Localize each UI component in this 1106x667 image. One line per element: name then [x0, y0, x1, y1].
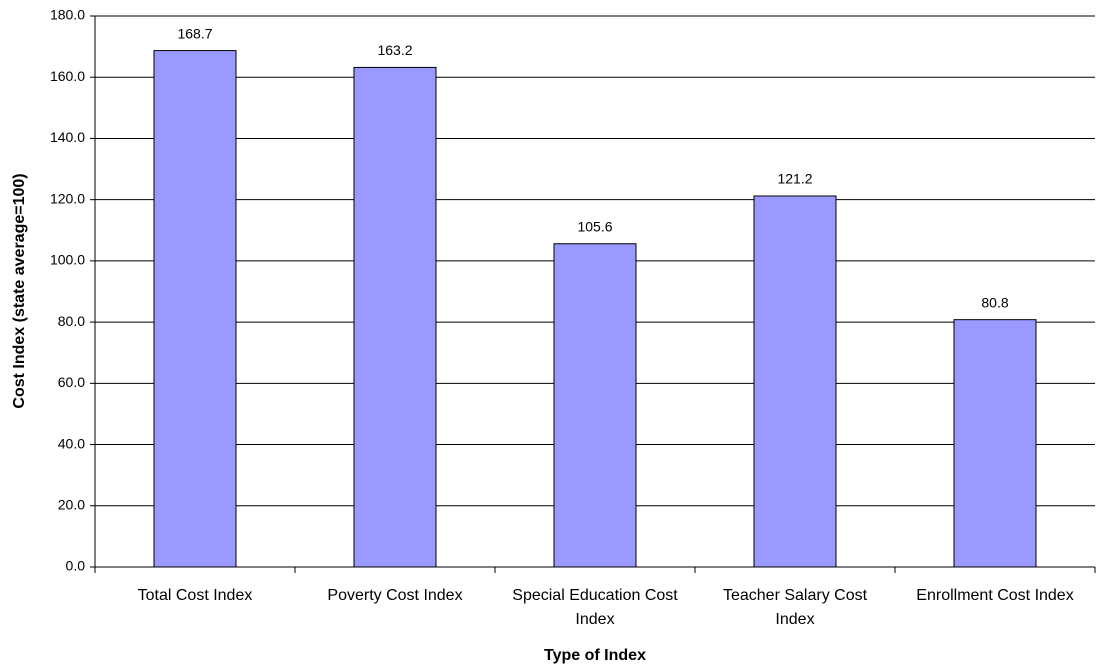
value-label: 168.7	[177, 25, 212, 41]
y-tick-label: 0.0	[66, 558, 86, 574]
bar	[953, 319, 1037, 568]
value-label: 163.2	[377, 42, 412, 58]
value-label: 105.6	[577, 218, 612, 234]
y-tick-label: 140.0	[50, 129, 85, 145]
x-axis-title: Type of Index	[544, 647, 646, 664]
y-tick-label: 60.0	[58, 374, 85, 390]
value-label: 121.2	[777, 171, 812, 187]
bar	[553, 243, 637, 568]
x-tick-label: Teacher Salary Cost Index	[722, 587, 868, 628]
y-tick-label: 120.0	[50, 190, 85, 206]
bar	[353, 66, 437, 568]
x-tick-label: Poverty Cost Index	[327, 587, 463, 604]
y-tick-label: 100.0	[50, 252, 85, 268]
x-tick-label: Total Cost Index	[137, 587, 253, 604]
y-tick-label: 40.0	[58, 435, 85, 451]
y-tick-label: 160.0	[50, 68, 85, 84]
bar	[753, 195, 837, 568]
bar	[153, 50, 237, 568]
x-tick-label: Special Education Cost Index	[512, 587, 678, 628]
y-axis-title: Cost Index (state average=100)	[11, 173, 28, 408]
value-label: 80.8	[981, 294, 1008, 310]
x-tick-label: Enrollment Cost Index	[916, 587, 1074, 604]
y-tick-label: 20.0	[58, 496, 85, 512]
y-tick-label: 180.0	[50, 7, 85, 23]
y-tick-label: 80.0	[58, 313, 85, 329]
